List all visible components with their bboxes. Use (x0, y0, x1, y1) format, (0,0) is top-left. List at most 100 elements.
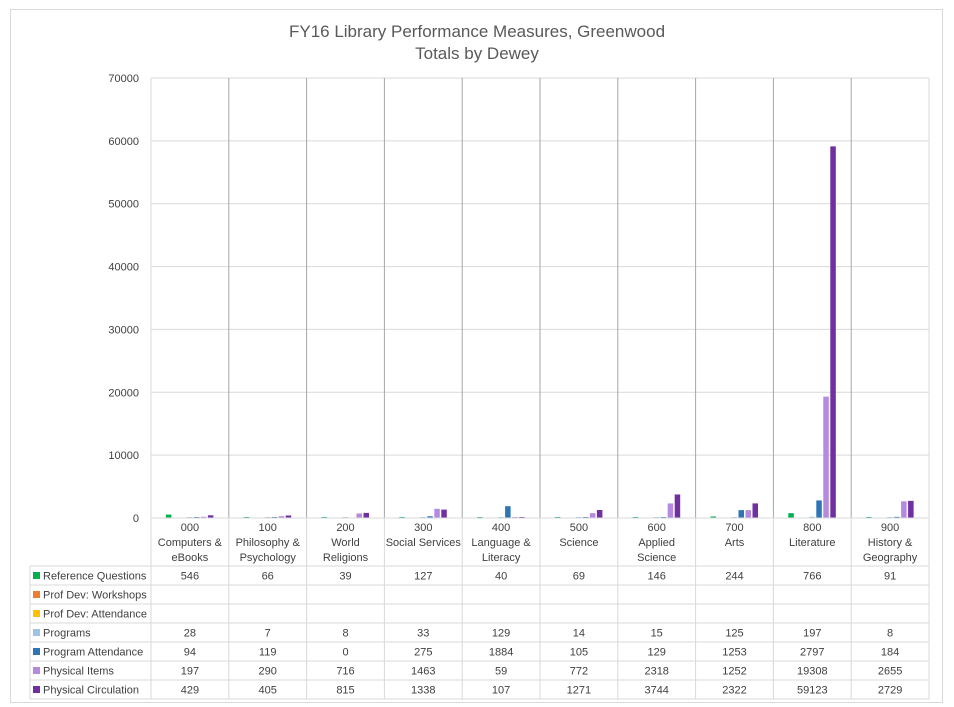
bar (894, 516, 900, 518)
table-cell-value: 19308 (797, 666, 828, 678)
table-cell-value: 546 (181, 571, 199, 583)
table-cell-value: 1338 (411, 685, 435, 697)
table-cell-value: 184 (881, 647, 899, 659)
category-label: Arts (725, 537, 745, 549)
bar (363, 512, 369, 518)
table-cell-value: 716 (336, 666, 354, 678)
legend-label: Programs (43, 628, 91, 640)
table-cell-value: 197 (181, 666, 199, 678)
category-label: Language & (471, 537, 531, 549)
bar (788, 513, 794, 518)
y-tick-label: 20000 (108, 387, 139, 399)
table-cell-value: 0 (342, 647, 348, 659)
category-label: 400 (492, 522, 510, 534)
chart-frame (10, 9, 943, 703)
y-tick-label: 0 (133, 513, 139, 525)
bar (427, 516, 433, 518)
table-cell-value: 405 (259, 685, 277, 697)
table-cell-value: 14 (573, 628, 585, 640)
legend-label: Program Attendance (43, 647, 143, 659)
category-label: Philosophy & (236, 537, 301, 549)
bar (165, 514, 172, 518)
bar (752, 503, 758, 518)
table-cell-value: 197 (803, 628, 821, 640)
bar (441, 509, 447, 518)
legend-key (33, 686, 40, 693)
table-cell-value: 125 (725, 628, 743, 640)
bar (745, 510, 751, 518)
bar (738, 510, 744, 518)
table-cell-value: 244 (725, 571, 743, 583)
table-cell-value: 1253 (722, 647, 746, 659)
category-label: Literature (789, 537, 835, 549)
bar (816, 500, 822, 518)
bar (434, 508, 440, 518)
legend-key (33, 591, 40, 598)
table-cell-value: 8 (887, 628, 893, 640)
category-label: 500 (570, 522, 588, 534)
table-cell-value: 1884 (489, 647, 513, 659)
table-cell-value: 129 (648, 647, 666, 659)
category-label: 100 (259, 522, 277, 534)
table-cell-value: 429 (181, 685, 199, 697)
legend-label: Prof Dev: Workshops (43, 590, 147, 602)
category-label: Computers & (158, 537, 223, 549)
legend-key (33, 610, 40, 617)
category-label: Literacy (482, 552, 521, 564)
category-label: World (331, 537, 360, 549)
bar (285, 515, 292, 518)
legend-label: Prof Dev: Attendance (43, 609, 147, 621)
bar (278, 516, 285, 518)
table-cell-value: 94 (184, 647, 196, 659)
y-tick-label: 40000 (108, 262, 139, 274)
category-label: Social Services (386, 537, 462, 549)
table-cell-value: 15 (651, 628, 663, 640)
category-label: 000 (181, 522, 199, 534)
table-cell-value: 815 (336, 685, 354, 697)
table-cell-value: 2729 (878, 685, 902, 697)
legend-key (33, 648, 40, 655)
table-cell-value: 127 (414, 571, 432, 583)
bar (830, 146, 836, 518)
bar (667, 503, 674, 518)
bar (908, 500, 914, 518)
bar (356, 513, 362, 518)
table-cell-value: 39 (339, 571, 351, 583)
y-tick-label: 70000 (108, 73, 139, 85)
table-cell-value: 28 (184, 628, 196, 640)
table-cell-value: 59123 (797, 685, 828, 697)
table-cell-value: 66 (262, 571, 274, 583)
table-cell-value: 1271 (567, 685, 591, 697)
table-cell-value: 40 (495, 571, 507, 583)
table-cell-value: 1463 (411, 666, 435, 678)
table-cell-value: 2797 (800, 647, 824, 659)
table-cell-value: 772 (570, 666, 588, 678)
table-cell-value: 2318 (644, 666, 668, 678)
bar (710, 516, 716, 518)
table-cell-value: 766 (803, 571, 821, 583)
legend-key (33, 629, 40, 636)
table-cell-value: 129 (492, 628, 510, 640)
category-label: Geography (863, 552, 918, 564)
bar (823, 396, 829, 518)
category-label: 800 (803, 522, 821, 534)
chart-title: FY16 Library Performance Measures, Green… (288, 22, 666, 41)
y-tick-label: 10000 (108, 450, 139, 462)
bar (589, 513, 596, 518)
bar (200, 516, 207, 518)
bar (674, 494, 681, 518)
legend-key (33, 572, 40, 579)
category-label: Psychology (240, 552, 297, 564)
legend-label: Physical Circulation (43, 685, 139, 697)
category-label: 700 (725, 522, 743, 534)
category-label: Applied (638, 537, 675, 549)
table-cell-value: 146 (648, 571, 666, 583)
bar (596, 510, 603, 518)
legend-label: Reference Questions (43, 571, 147, 583)
table-cell-value: 59 (495, 666, 507, 678)
table-cell-value: 119 (259, 647, 277, 659)
category-label: 200 (336, 522, 354, 534)
table-cell-value: 69 (573, 571, 585, 583)
legend-key (33, 667, 40, 674)
table-cell-value: 290 (259, 666, 277, 678)
